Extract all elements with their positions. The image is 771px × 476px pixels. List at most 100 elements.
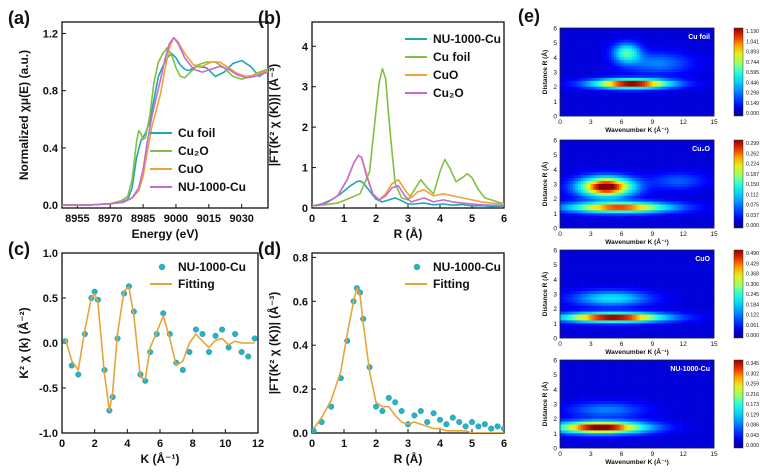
heat-cell (693, 95, 697, 99)
heat-cell (572, 225, 576, 229)
heat-cell (593, 201, 597, 205)
heat-cell (703, 225, 707, 229)
heat-cell (683, 148, 687, 153)
heat-cell (652, 107, 656, 111)
heat-cell (588, 140, 592, 144)
heat-cell (611, 261, 615, 265)
heat-cell (629, 28, 633, 32)
heat-cell (665, 95, 669, 99)
heat-cell (601, 154, 604, 158)
heat-cell (603, 157, 607, 161)
colorbar-label: 0.000 (746, 223, 759, 229)
heat-cell (665, 98, 669, 102)
heat-cell (570, 157, 574, 161)
heat-cell (570, 296, 574, 301)
heat-cell (708, 184, 712, 188)
heat-cell (629, 308, 633, 312)
heat-cell (706, 172, 710, 176)
heat-cell (660, 207, 663, 211)
heat-cell (603, 28, 607, 32)
heat-cell (672, 36, 676, 41)
heat-cell (590, 213, 594, 217)
heat-cell (683, 69, 687, 73)
heat-cell (701, 163, 705, 167)
heat-cell (637, 302, 640, 307)
heat-cell (621, 113, 625, 117)
heat-cell (685, 169, 689, 173)
heat-cell (701, 204, 705, 208)
heat-cell (575, 74, 579, 79)
heat-cell (608, 311, 612, 315)
heat-cell (644, 317, 648, 321)
heat-cell (621, 142, 625, 147)
heat-cell (654, 51, 658, 55)
heat-cell (670, 207, 674, 211)
heat-cell (657, 175, 661, 179)
heat-cell (577, 54, 581, 58)
heat-cell (649, 302, 653, 307)
colorbar-label: 0.595 (746, 70, 759, 76)
heat-cell (619, 320, 622, 324)
heat-cell (613, 189, 617, 194)
heat-cell (606, 113, 610, 117)
heat-cell (637, 195, 640, 199)
heat-cell (657, 101, 661, 105)
heat-cell (711, 192, 715, 197)
heat-cell (665, 160, 669, 164)
y-tick-label: 2 (302, 122, 308, 134)
heat-cell (580, 189, 584, 194)
y-tick-label: 0.0 (43, 200, 58, 212)
heat-cell (652, 175, 656, 179)
heat-cell (647, 148, 651, 153)
heat-cell (595, 198, 599, 202)
heat-cell (637, 250, 640, 254)
heat-cell (637, 225, 640, 229)
heat-cell (652, 258, 656, 263)
heat-cell (593, 77, 597, 82)
x-axis-label: R (Å) (394, 226, 423, 241)
heat-cell (647, 28, 651, 32)
heat-cell (690, 36, 694, 41)
heat-cell (626, 60, 630, 64)
heat-cell (567, 113, 571, 117)
heat-cell (580, 154, 584, 158)
heat-cell (665, 101, 669, 105)
heat-cell (688, 175, 692, 179)
heat-cell (613, 175, 617, 179)
heat-cell (560, 39, 563, 43)
heat-cell (678, 181, 681, 185)
heat-cell (570, 326, 574, 330)
legend-label: Cu₂O (433, 86, 464, 100)
heat-cell (621, 204, 625, 208)
heat-cell (662, 48, 666, 52)
heat-cell (644, 178, 648, 182)
heat-cell (560, 113, 563, 117)
heat-cell (649, 332, 653, 336)
heat-cell (611, 86, 615, 90)
heat-cell (629, 213, 633, 217)
heat-cell (606, 326, 610, 330)
heat-cell (583, 207, 586, 211)
heat-cell (654, 163, 658, 167)
heat-cell (583, 57, 586, 61)
heat-cell (611, 201, 615, 205)
heat-cell (642, 57, 645, 61)
heat-cell (608, 210, 612, 214)
heat-cell (577, 189, 581, 194)
heat-cell (593, 225, 597, 229)
heat-cell (621, 195, 625, 199)
heat-cell (583, 192, 586, 197)
heat-cell (701, 189, 705, 194)
heat-cell (683, 145, 687, 150)
heat-cell (565, 66, 568, 70)
heat-cell (665, 178, 669, 182)
heat-cell (595, 192, 599, 197)
heat-cell (649, 258, 653, 263)
x-tick-label: 3 (405, 438, 411, 450)
heat-cell (701, 113, 705, 117)
heat-cell (711, 74, 715, 79)
heat-cell (588, 74, 592, 79)
heat-cell (701, 72, 705, 76)
heat-cell (613, 291, 617, 295)
heat-cell (619, 335, 622, 339)
